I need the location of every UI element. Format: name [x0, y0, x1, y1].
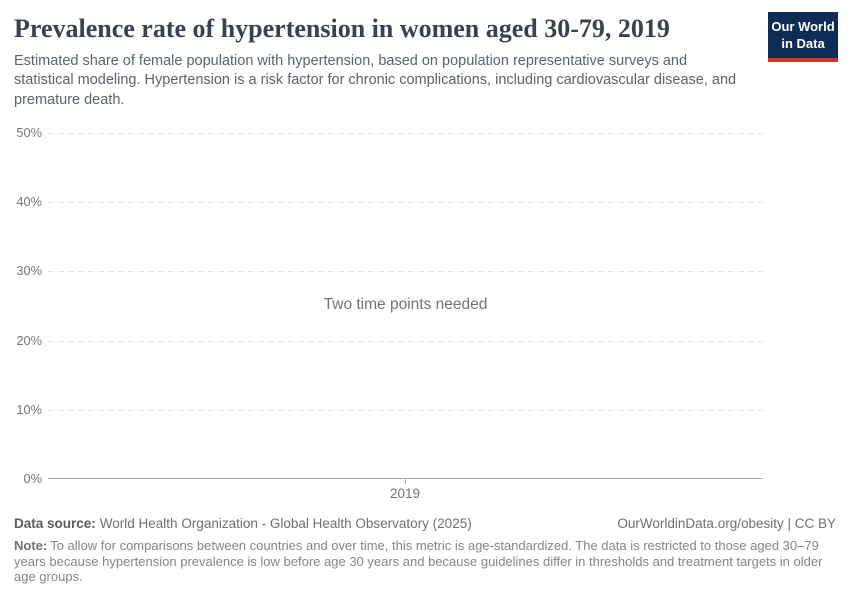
data-source-label: Data source: [14, 516, 96, 531]
x-axis-tick-label: 2019 [389, 486, 421, 501]
gridline-30 [48, 271, 763, 272]
footer-note-text: To allow for comparisons between countri… [14, 538, 823, 585]
owid-logo[interactable]: Our World in Data [768, 12, 838, 63]
y-axis-tick-label-40: 40% [16, 194, 42, 209]
data-source: Data source: World Health Organization - … [14, 516, 472, 531]
gridline-20 [48, 341, 763, 342]
owid-logo-line2: in Data [781, 35, 825, 51]
gridline-40 [48, 202, 763, 203]
owid-logo-line1: Our World [771, 19, 835, 34]
attribution-link[interactable]: OurWorldinData.org/obesity | CC BY [617, 516, 836, 531]
gridline-50 [48, 133, 763, 134]
y-axis-tick-label-30: 30% [16, 263, 42, 278]
data-source-value: World Health Organization - Global Healt… [99, 516, 472, 531]
plot-area [48, 133, 763, 479]
chart-subtitle: Estimated share of female population wit… [14, 53, 737, 108]
chart-title: Prevalence rate of hypertension in women… [14, 14, 670, 43]
y-axis-tick-label-10: 10% [16, 402, 42, 417]
x-axis-tick-mark [405, 479, 406, 484]
footer-note: Note: To allow for comparisons between co… [14, 538, 836, 585]
y-axis-tick-label-20: 20% [16, 333, 42, 348]
footer-note-label: Note: [14, 538, 48, 553]
empty-state-message: Two time points needed [323, 296, 488, 313]
footer-source-row: Data source: World Health Organization - … [14, 516, 836, 531]
y-axis-tick-label-0: 0% [23, 471, 43, 486]
gridline-10 [48, 410, 763, 411]
y-axis-tick-label-50: 50% [16, 125, 42, 140]
x-axis-line [48, 478, 763, 479]
